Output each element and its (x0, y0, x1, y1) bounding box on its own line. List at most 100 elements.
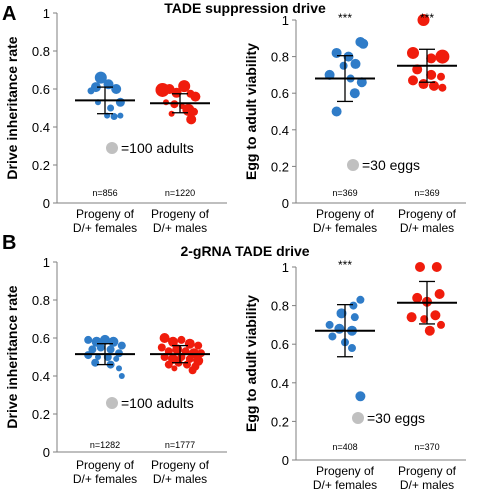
x-tick-label-line1: Progeny of (316, 464, 375, 478)
panel-b-title: 2-gRNA TADE drive (180, 243, 309, 259)
y-tick-label: 0 (43, 196, 50, 211)
x-tick-label-line2: D/+ females (313, 478, 377, 491)
legend-label: =30 eggs (367, 410, 425, 426)
y-axis-label: Egg to adult viability (243, 295, 259, 432)
sample-size-label: n=856 (92, 188, 117, 198)
data-point (412, 292, 423, 303)
data-point (437, 72, 445, 81)
y-axis-label: Drive inheritance rate (4, 285, 20, 428)
data-point (108, 336, 119, 347)
y-tick-label: 0.2 (32, 407, 50, 422)
data-point (339, 61, 348, 70)
x-tick-label-line1: Progeny of (76, 458, 135, 472)
data-point (95, 354, 101, 360)
data-point (343, 51, 354, 62)
data-point (194, 341, 203, 350)
data-point (107, 104, 115, 112)
y-axis-label: Egg to adult viability (243, 43, 259, 180)
y-tick-label: 0.2 (271, 414, 289, 429)
data-point (412, 64, 423, 75)
data-point (171, 365, 178, 372)
data-point (184, 338, 195, 349)
data-point (331, 47, 342, 58)
data-point (117, 341, 126, 350)
data-point (325, 320, 334, 329)
data-point (118, 373, 125, 379)
data-point (407, 46, 419, 59)
data-point (437, 320, 445, 329)
y-tick-label: 0.4 (32, 120, 50, 135)
y-tick-label: 0.2 (271, 159, 289, 174)
y-tick-label: 1 (282, 13, 289, 28)
data-point (159, 333, 170, 343)
legend-label: =100 adults (121, 140, 194, 156)
data-point (110, 113, 118, 121)
panel-a-letter: A (2, 3, 16, 25)
data-point (435, 49, 450, 64)
y-tick-label: 0.4 (271, 376, 289, 391)
chart-a-viability: 0 0.2 0.4 0.6 0.8 1 Egg to adult viability =30 … (243, 11, 466, 235)
x-tick-label-line2: D/+ males (400, 478, 454, 491)
data-point (84, 335, 93, 344)
significance-label: *** (338, 258, 352, 272)
panel-b-letter: B (2, 232, 16, 254)
y-tick-label: 0.6 (32, 331, 50, 346)
data-point (183, 360, 191, 369)
data-point (178, 80, 191, 93)
y-tick-label: 0.2 (32, 158, 50, 173)
chart-a-inheritance: 0 0.2 0.4 0.6 0.8 1 Drive inheritance rate =100… (4, 6, 227, 235)
y-tick-label: 0 (282, 453, 289, 468)
sample-size-label: n=408 (332, 442, 357, 452)
data-point (324, 69, 335, 80)
y-tick-label: 1 (43, 6, 50, 21)
sample-size-label: n=1777 (165, 440, 195, 450)
data-point (406, 312, 417, 323)
x-tick-label-line1: Progeny of (76, 207, 135, 221)
legend-marker (106, 397, 118, 409)
data-point (90, 82, 101, 93)
data-point (164, 360, 173, 369)
data-point (171, 87, 182, 98)
data-point (190, 91, 201, 102)
y-tick-label: 0 (282, 196, 289, 211)
data-point (157, 343, 166, 352)
x-tick-label-line1: Progeny of (398, 207, 457, 221)
data-point (115, 97, 125, 107)
significance-label: *** (420, 11, 434, 25)
data-point (349, 301, 358, 310)
x-tick-label-line2: D/+ females (73, 472, 137, 486)
y-tick-label: 0.6 (271, 337, 289, 352)
chart-b-viability: 0 0.2 0.4 0.6 0.8 1 Egg to adult viability =30 … (243, 258, 466, 491)
y-tick-label: 0.8 (32, 44, 50, 59)
data-point (417, 14, 430, 26)
data-point (350, 313, 359, 322)
data-point (349, 88, 360, 99)
x-tick-label-line2: D/+ females (313, 221, 377, 235)
data-point (190, 107, 198, 116)
data-point (168, 336, 178, 347)
data-point (91, 358, 100, 367)
data-point (415, 262, 425, 272)
panel-a-title: TADE suppression drive (164, 0, 326, 16)
data-point (426, 53, 437, 64)
data-point (431, 262, 442, 272)
data-point (350, 58, 361, 69)
sample-size-label: n=1282 (90, 440, 120, 450)
sample-size-label: n=370 (414, 442, 439, 452)
data-point (438, 83, 447, 92)
x-tick-label-line2: D/+ males (153, 221, 207, 235)
y-tick-label: 1 (282, 260, 289, 275)
data-point (328, 332, 337, 341)
sample-size-label: n=1220 (165, 188, 195, 198)
data-point (424, 325, 435, 336)
legend-label: =30 eggs (362, 157, 420, 173)
legend-marker (106, 142, 118, 154)
y-tick-label: 0.6 (271, 86, 289, 101)
y-axis-label: Drive inheritance rate (4, 36, 20, 179)
x-tick-label-line2: D/+ males (153, 472, 207, 486)
legend-marker (347, 159, 359, 171)
data-point (100, 334, 110, 345)
x-tick-label-line2: D/+ males (400, 221, 454, 235)
data-point (117, 112, 124, 119)
